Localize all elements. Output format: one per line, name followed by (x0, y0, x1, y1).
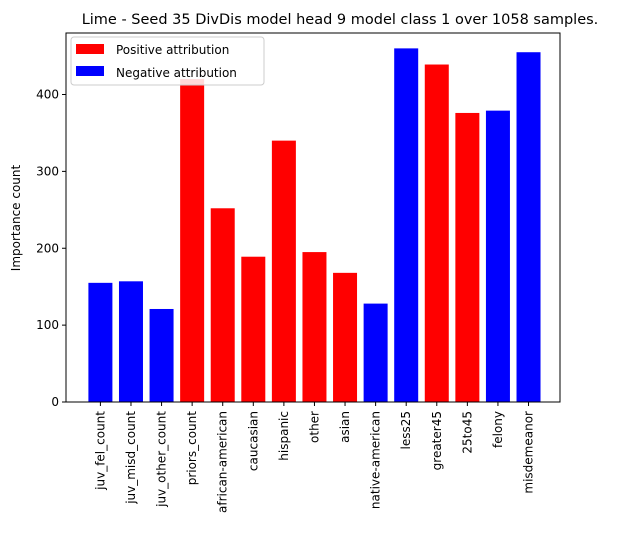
bar-juv_misd_count (118, 281, 143, 402)
bar-misdemeanor (516, 52, 541, 402)
x-tick-label: 25to45 (460, 411, 474, 454)
chart-title: Lime - Seed 35 DivDis model head 9 model… (82, 12, 599, 28)
bar-priors_count (180, 79, 205, 403)
x-tick-label: native-american (369, 411, 383, 509)
y-tick-label: 300 (36, 164, 59, 178)
x-axis-ticks: juv_fel_count juv_misd_count juv_other_cou… (93, 402, 536, 513)
bar-juv_fel_count (88, 282, 113, 402)
plot-area-frame (65, 32, 561, 403)
x-tick-label: juv_fel_count (93, 411, 107, 491)
bars-group (88, 48, 541, 403)
x-tick-label: other (307, 411, 321, 443)
bar-less25 (394, 48, 419, 403)
x-tick-label: asian (338, 411, 352, 443)
legend-swatch-positive (76, 44, 104, 54)
x-tick-label: african-american (216, 411, 230, 513)
x-tick-label: juv_misd_count (124, 411, 138, 505)
y-tick-label: 100 (36, 318, 59, 332)
x-tick-label: less25 (399, 411, 413, 450)
legend-label-positive: Positive attribution (116, 43, 229, 57)
bar-felony (485, 110, 510, 402)
y-tick-label: 400 (36, 88, 59, 102)
bar-other (302, 252, 327, 402)
bar-juv_other_count (149, 308, 174, 402)
x-tick-label: juv_other_count (155, 411, 169, 508)
y-axis-label: Importance count (9, 164, 23, 271)
x-tick-label: priors_count (185, 411, 199, 486)
x-tick-label: misdemeanor (522, 411, 536, 494)
x-tick-label: hispanic (277, 411, 291, 461)
legend-label-negative: Negative attribution (116, 66, 237, 80)
x-tick-label: caucasian (246, 411, 260, 471)
y-tick-label: 200 (36, 241, 59, 255)
bar-caucasian (241, 256, 266, 402)
bar-hispanic (271, 140, 296, 403)
bar-native-american (363, 303, 388, 402)
y-tick-label: 0 (51, 395, 59, 409)
bar-asian (333, 272, 358, 402)
bar-greater45 (424, 64, 449, 403)
x-tick-label: felony (491, 411, 505, 448)
bar-african-american (210, 208, 235, 402)
x-tick-label: greater45 (430, 411, 444, 470)
y-axis-ticks: 0 100 200 300 400 (36, 88, 66, 409)
legend-frame (70, 36, 265, 86)
legend: Positive attribution Negative attributio… (70, 36, 265, 86)
bar-25to45 (455, 112, 480, 402)
legend-swatch-negative (76, 66, 104, 76)
